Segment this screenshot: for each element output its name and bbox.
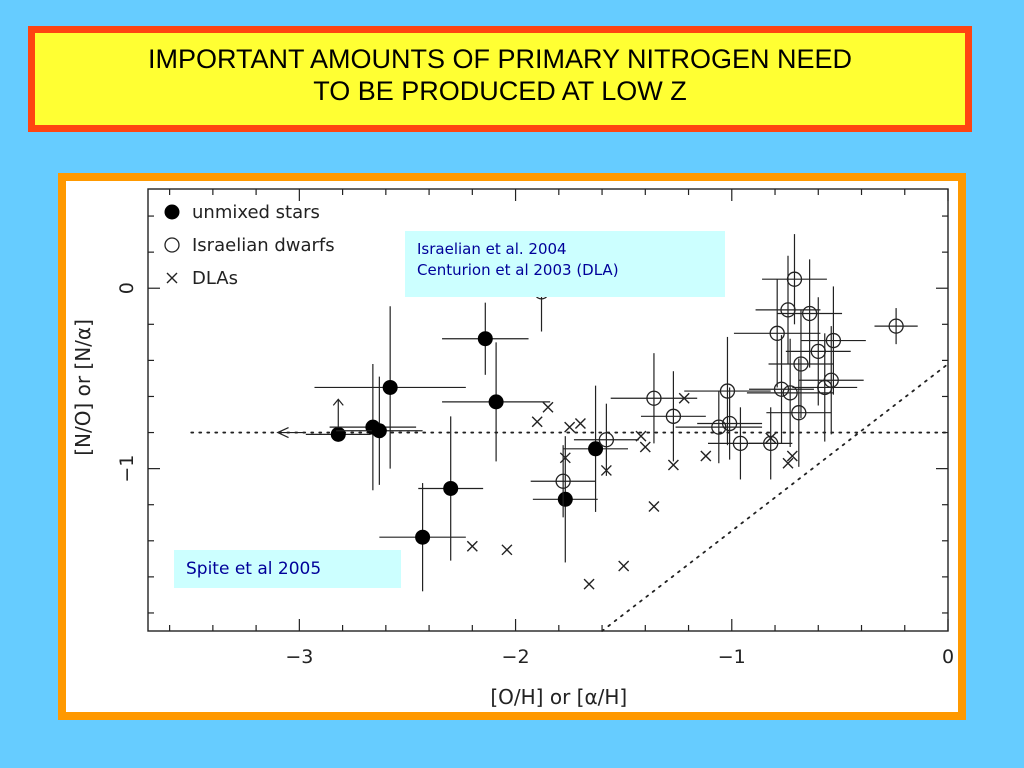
unmixed-star-point xyxy=(443,480,459,496)
dla-point xyxy=(635,430,647,442)
x-tick-label: 0 xyxy=(942,646,954,668)
y-tick-label: 0 xyxy=(116,282,138,294)
dla-point xyxy=(782,457,794,469)
unmixed-star-point xyxy=(415,529,431,545)
israelian-dwarf-point xyxy=(711,419,727,435)
israelian-dwarf-point xyxy=(791,405,807,421)
israelian-reference-line-1: Israelian et al. 2004 xyxy=(417,240,567,258)
israelian-dwarf-point xyxy=(646,390,662,406)
unmixed-star-point xyxy=(488,394,504,410)
unmixed-star-point xyxy=(477,331,493,347)
dla-point xyxy=(600,464,612,476)
dla-point xyxy=(564,421,576,433)
dla-point xyxy=(667,459,679,471)
figure-panel: −3 −2 −1 0 0 −1 [O/H] or [α/H] [N/O] or [N/α] un… xyxy=(66,181,958,712)
slide-title-box: IMPORTANT AMOUNTS OF PRIMARY NITROGEN NE… xyxy=(28,26,972,132)
dla-point xyxy=(765,432,777,444)
dla-point xyxy=(531,416,543,428)
plot-frame xyxy=(147,188,949,632)
figure-frame: −3 −2 −1 0 0 −1 [O/H] or [α/H] [N/O] or [N/α] un… xyxy=(58,173,966,720)
israelian-dwarf-point xyxy=(769,325,785,341)
legend-cross-icon xyxy=(166,272,178,284)
israelian-dwarf-point xyxy=(888,318,904,334)
dla-point xyxy=(501,544,513,556)
limit-arrow-head xyxy=(332,398,344,406)
israelian-dwarf-point xyxy=(773,381,790,397)
israelian-dwarf-point xyxy=(719,383,736,399)
dla-point xyxy=(678,392,690,404)
dla-point xyxy=(542,401,554,413)
slide-title-line-1: IMPORTANT AMOUNTS OF PRIMARY NITROGEN NE… xyxy=(147,44,853,74)
israelian-dwarf-point xyxy=(555,473,571,489)
israelian-dwarf-point xyxy=(823,372,839,388)
y-tick-label: −1 xyxy=(116,455,138,483)
israelian-dwarf-point xyxy=(665,408,682,424)
x-tick-label: −2 xyxy=(502,646,530,668)
reference-line xyxy=(601,363,949,632)
israelian-dwarf-point xyxy=(786,271,803,287)
israelian-dwarf-point xyxy=(598,432,615,448)
unmixed-star-point xyxy=(371,423,387,439)
x-tick-label: −3 xyxy=(285,646,313,668)
dla-point xyxy=(559,452,571,464)
unmixed-star-point xyxy=(557,491,573,507)
unmixed-star-point xyxy=(588,441,604,457)
slide-title-line-2: TO BE PRODUCED AT LOW Z xyxy=(313,76,687,106)
dla-point xyxy=(618,560,630,572)
israelian-dwarf-point xyxy=(763,435,779,452)
legend-label: unmixed stars xyxy=(192,202,320,223)
x-tick-label: −1 xyxy=(718,646,746,668)
dla-point xyxy=(466,540,478,552)
israelian-dwarf-point xyxy=(721,415,738,432)
israelian-dwarf-point xyxy=(793,356,809,372)
dla-point xyxy=(639,441,651,453)
y-axis-label: [N/O] or [N/α] xyxy=(71,319,95,456)
israelian-dwarf-point xyxy=(801,305,818,322)
dla-point xyxy=(583,578,595,590)
israelian-dwarf-point xyxy=(782,385,798,401)
dla-point xyxy=(648,501,660,513)
dla-point xyxy=(574,418,586,430)
legend-open-circle-icon xyxy=(164,237,180,253)
x-axis-label: [O/H] or [α/H] xyxy=(490,685,627,709)
israelian-reference-line-2: Centurion et al 2003 (DLA) xyxy=(417,261,619,279)
plateau-arrow-head xyxy=(276,427,289,439)
israelian-dwarf-point xyxy=(825,332,842,349)
israelian-reference-note: Israelian et al. 2004 Centurion et al 20… xyxy=(405,231,725,297)
legend-label: DLAs xyxy=(192,268,238,289)
legend-filled-circle-icon xyxy=(164,204,180,220)
israelian-dwarf-point xyxy=(732,435,749,452)
legend-label: Israelian dwarfs xyxy=(192,235,335,256)
spite-reference-note: Spite et al 2005 xyxy=(174,550,401,588)
unmixed-star-point xyxy=(382,379,398,395)
scatter-chart: −3 −2 −1 0 0 −1 [O/H] or [α/H] [N/O] or [N/α] un… xyxy=(71,188,954,709)
unmixed-star-point xyxy=(330,426,346,442)
dla-point xyxy=(786,450,798,462)
dla-point xyxy=(700,450,712,462)
